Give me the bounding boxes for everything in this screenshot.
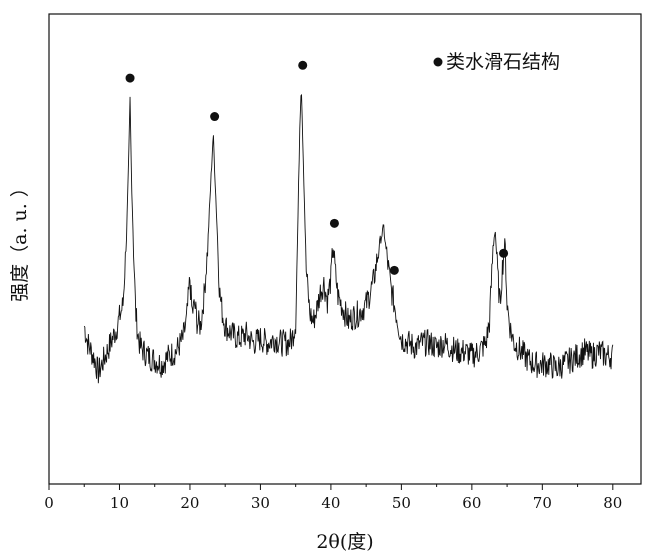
x-tick-label-1: 10 — [110, 494, 129, 512]
plot-frame — [49, 14, 641, 484]
x-axis-title: 2θ(度) — [316, 531, 373, 553]
x-tick-label-2: 20 — [180, 494, 199, 512]
x-axis-tick-labels: 0 10 20 30 40 50 60 70 80 — [44, 494, 622, 512]
x-tick-label-5: 50 — [392, 494, 411, 512]
y-axis-title: 强度（a. u. ） — [9, 178, 31, 302]
x-tick-label-6: 60 — [462, 494, 481, 512]
x-tick-label-8: 80 — [603, 494, 622, 512]
legend-label: 类水滑石结构 — [446, 51, 560, 73]
peak-markers — [126, 61, 509, 275]
peak-marker-0 — [126, 74, 135, 83]
peak-marker-4 — [390, 266, 399, 275]
x-axis-ticks — [49, 484, 613, 490]
legend: 类水滑石结构 — [434, 51, 561, 73]
x-tick-label-0: 0 — [44, 494, 54, 512]
x-tick-label-4: 40 — [321, 494, 340, 512]
peak-marker-2 — [298, 61, 307, 70]
peak-marker-1 — [210, 112, 219, 121]
diffraction-series-line — [84, 95, 613, 383]
legend-marker — [434, 58, 443, 67]
peak-marker-3 — [330, 219, 339, 228]
x-tick-label-3: 30 — [251, 494, 270, 512]
x-tick-label-7: 70 — [533, 494, 552, 512]
peak-marker-5 — [499, 249, 508, 258]
